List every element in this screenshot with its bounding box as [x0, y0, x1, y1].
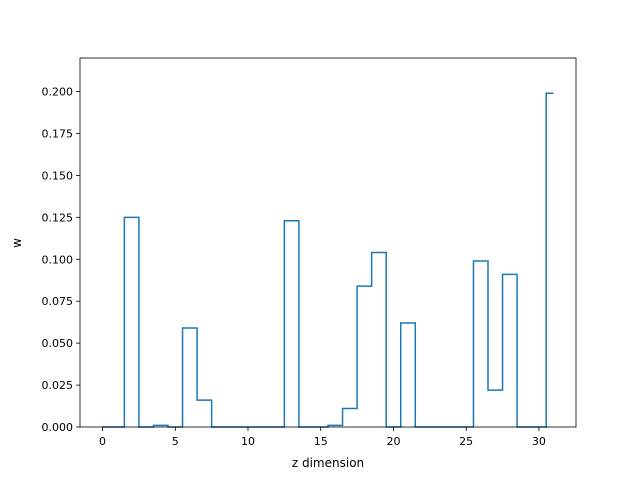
- x-tick-label: 10: [241, 435, 255, 448]
- plot-area: [80, 58, 576, 427]
- y-tick-label: 0.000: [42, 421, 74, 434]
- y-tick-label: 0.025: [42, 379, 74, 392]
- x-tick-label: 0: [99, 435, 106, 448]
- x-tick-label: 20: [386, 435, 400, 448]
- y-axis-label: w: [10, 238, 24, 248]
- y-tick-label: 0.075: [42, 295, 74, 308]
- axes-layer: 0 5 10 15 20 25 30 0.000 0.025 0.050 0.075 0.100 0.1…: [42, 57, 577, 448]
- x-tick-label: 30: [532, 435, 546, 448]
- x-tick-label: 25: [459, 435, 473, 448]
- y-tick-label: 0.200: [42, 86, 74, 99]
- y-tick-label: 0.100: [42, 253, 74, 266]
- x-axis-label: z dimension: [292, 456, 364, 470]
- x-tick-label: 5: [172, 435, 179, 448]
- y-tick-label: 0.125: [42, 211, 74, 224]
- y-tick-label: 0.050: [42, 337, 74, 350]
- y-tick-label: 0.150: [42, 169, 74, 182]
- x-tick-label: 15: [314, 435, 328, 448]
- plot-frame: [79, 57, 577, 428]
- plot-background: [80, 58, 576, 427]
- y-tick-label: 0.175: [42, 127, 74, 140]
